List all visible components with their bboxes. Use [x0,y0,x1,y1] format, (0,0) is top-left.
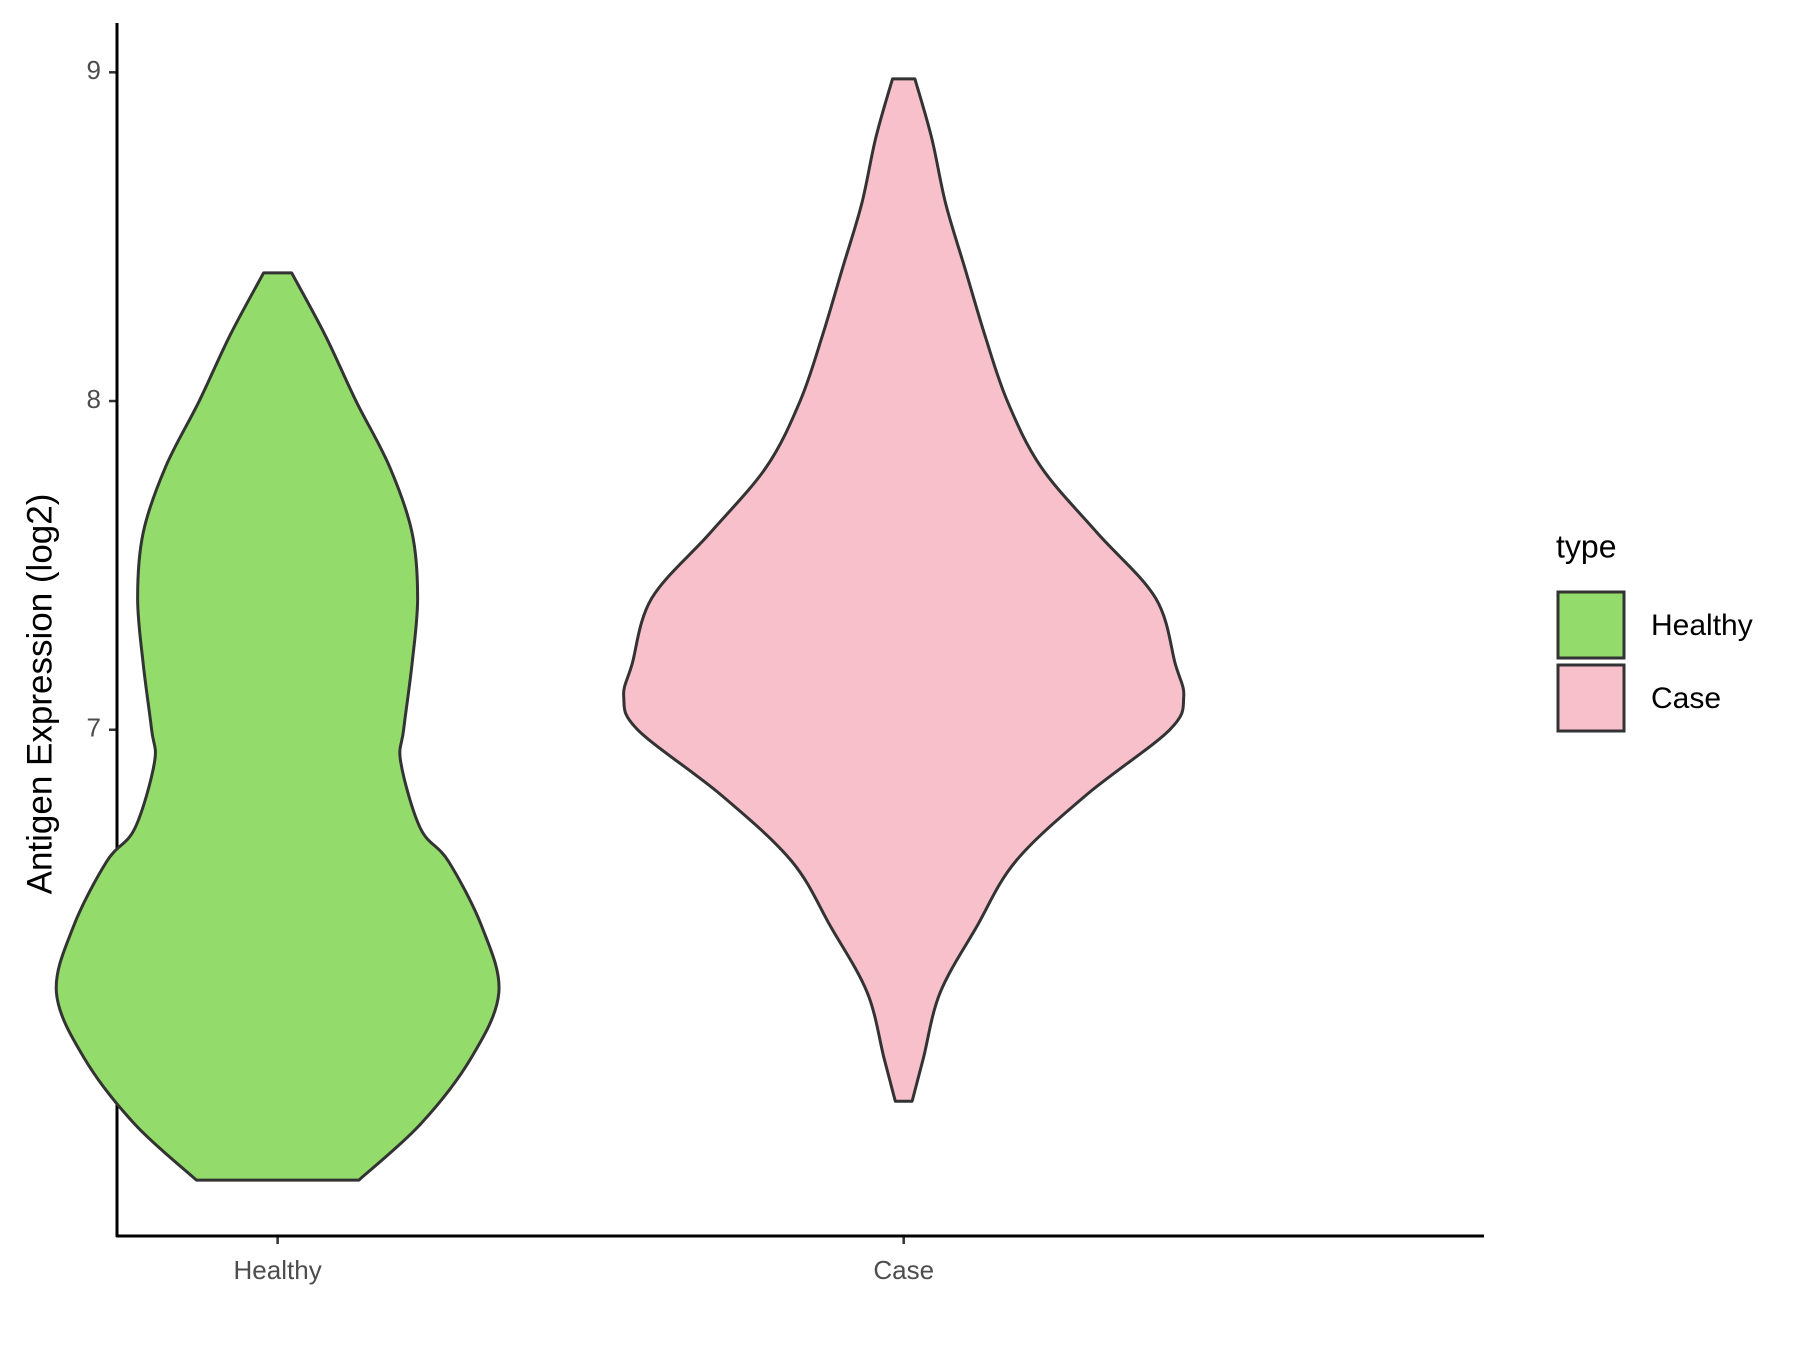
violin [54,271,501,1182]
x-tick-label: Case [873,1255,934,1285]
legend-key [1556,663,1626,733]
y-tick-label: 9 [87,55,101,85]
y-tick-label: 7 [87,713,101,743]
legend-label: Case [1651,682,1721,715]
legend-label: Healthy [1651,609,1753,642]
violin [622,77,1186,1103]
legend-key [1556,590,1626,660]
y-tick-label: 8 [87,384,101,414]
y-axis-title: Antigen Expression (log2) [20,494,59,895]
legend-title: type [1556,528,1616,564]
x-tick-label: Healthy [234,1255,322,1285]
